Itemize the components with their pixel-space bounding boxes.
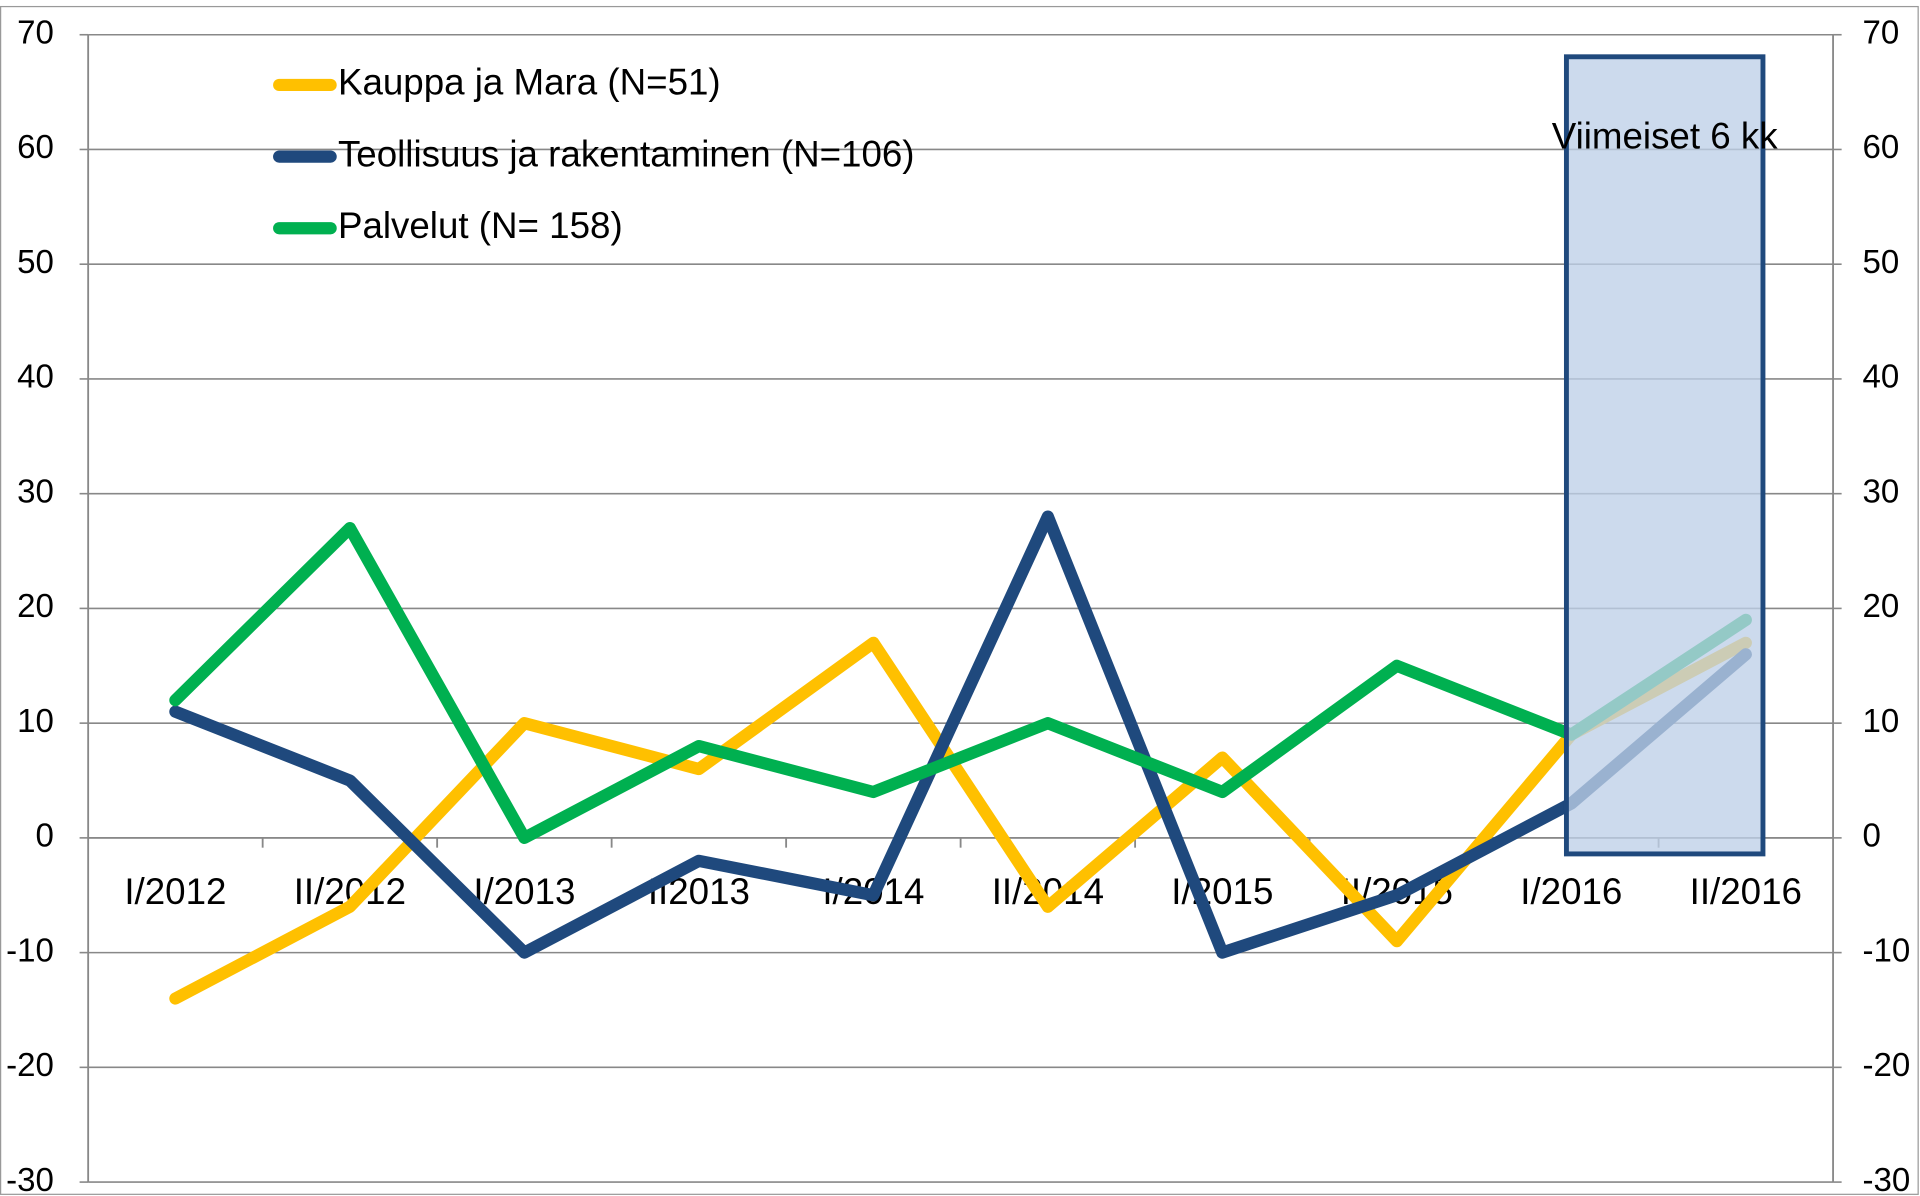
x-tick-label: I/2013 (473, 871, 575, 912)
y2-tick-label: -10 (1862, 932, 1910, 969)
y2-tick-label: -30 (1862, 1162, 1910, 1196)
y-tick-label: -10 (6, 932, 54, 969)
y2-tick-label: 0 (1862, 818, 1880, 855)
legend-label: Kauppa ja Mara (N=51) (338, 62, 721, 103)
x-tick-label: I/2016 (1520, 871, 1622, 912)
y-tick-label: 40 (17, 359, 54, 396)
frame (0, 5, 1919, 1195)
y2-tick-label: 50 (1862, 244, 1899, 281)
highlight-box (1563, 54, 1766, 857)
legend-label: Teollisuus ja rakentaminen (N=106) (338, 133, 915, 174)
y2-tick-label: 10 (1862, 703, 1899, 740)
y2-tick-label: 20 (1862, 588, 1899, 625)
y2-tick-label: 30 (1862, 473, 1899, 510)
series-line (169, 636, 1752, 1005)
y2-tick-label: -20 (1862, 1047, 1910, 1084)
x-tick-label: I/2012 (124, 871, 226, 912)
y-tick-label: 20 (17, 588, 54, 625)
y-tick-label: -20 (6, 1047, 54, 1084)
y2-tick-label: 40 (1862, 359, 1899, 396)
y-tick-label: 70 (17, 14, 54, 51)
y-tick-label: 10 (17, 703, 54, 740)
y-tick-label: 0 (35, 818, 53, 855)
annotation: Viimeiset 6 kk (1552, 116, 1778, 157)
y2-tick-label: 60 (1862, 129, 1899, 166)
y-tick-label: 30 (17, 473, 54, 510)
x-tick-label: II/2016 (1690, 871, 1802, 912)
series-line (169, 510, 1752, 959)
y-tick-label: -30 (6, 1162, 54, 1196)
y-tick-label: 60 (17, 129, 54, 166)
y2-tick-label: 70 (1862, 14, 1899, 51)
legend-label: Palvelut (N= 158) (338, 205, 623, 246)
series-line (169, 521, 1752, 845)
y-tick-label: 50 (17, 244, 54, 281)
